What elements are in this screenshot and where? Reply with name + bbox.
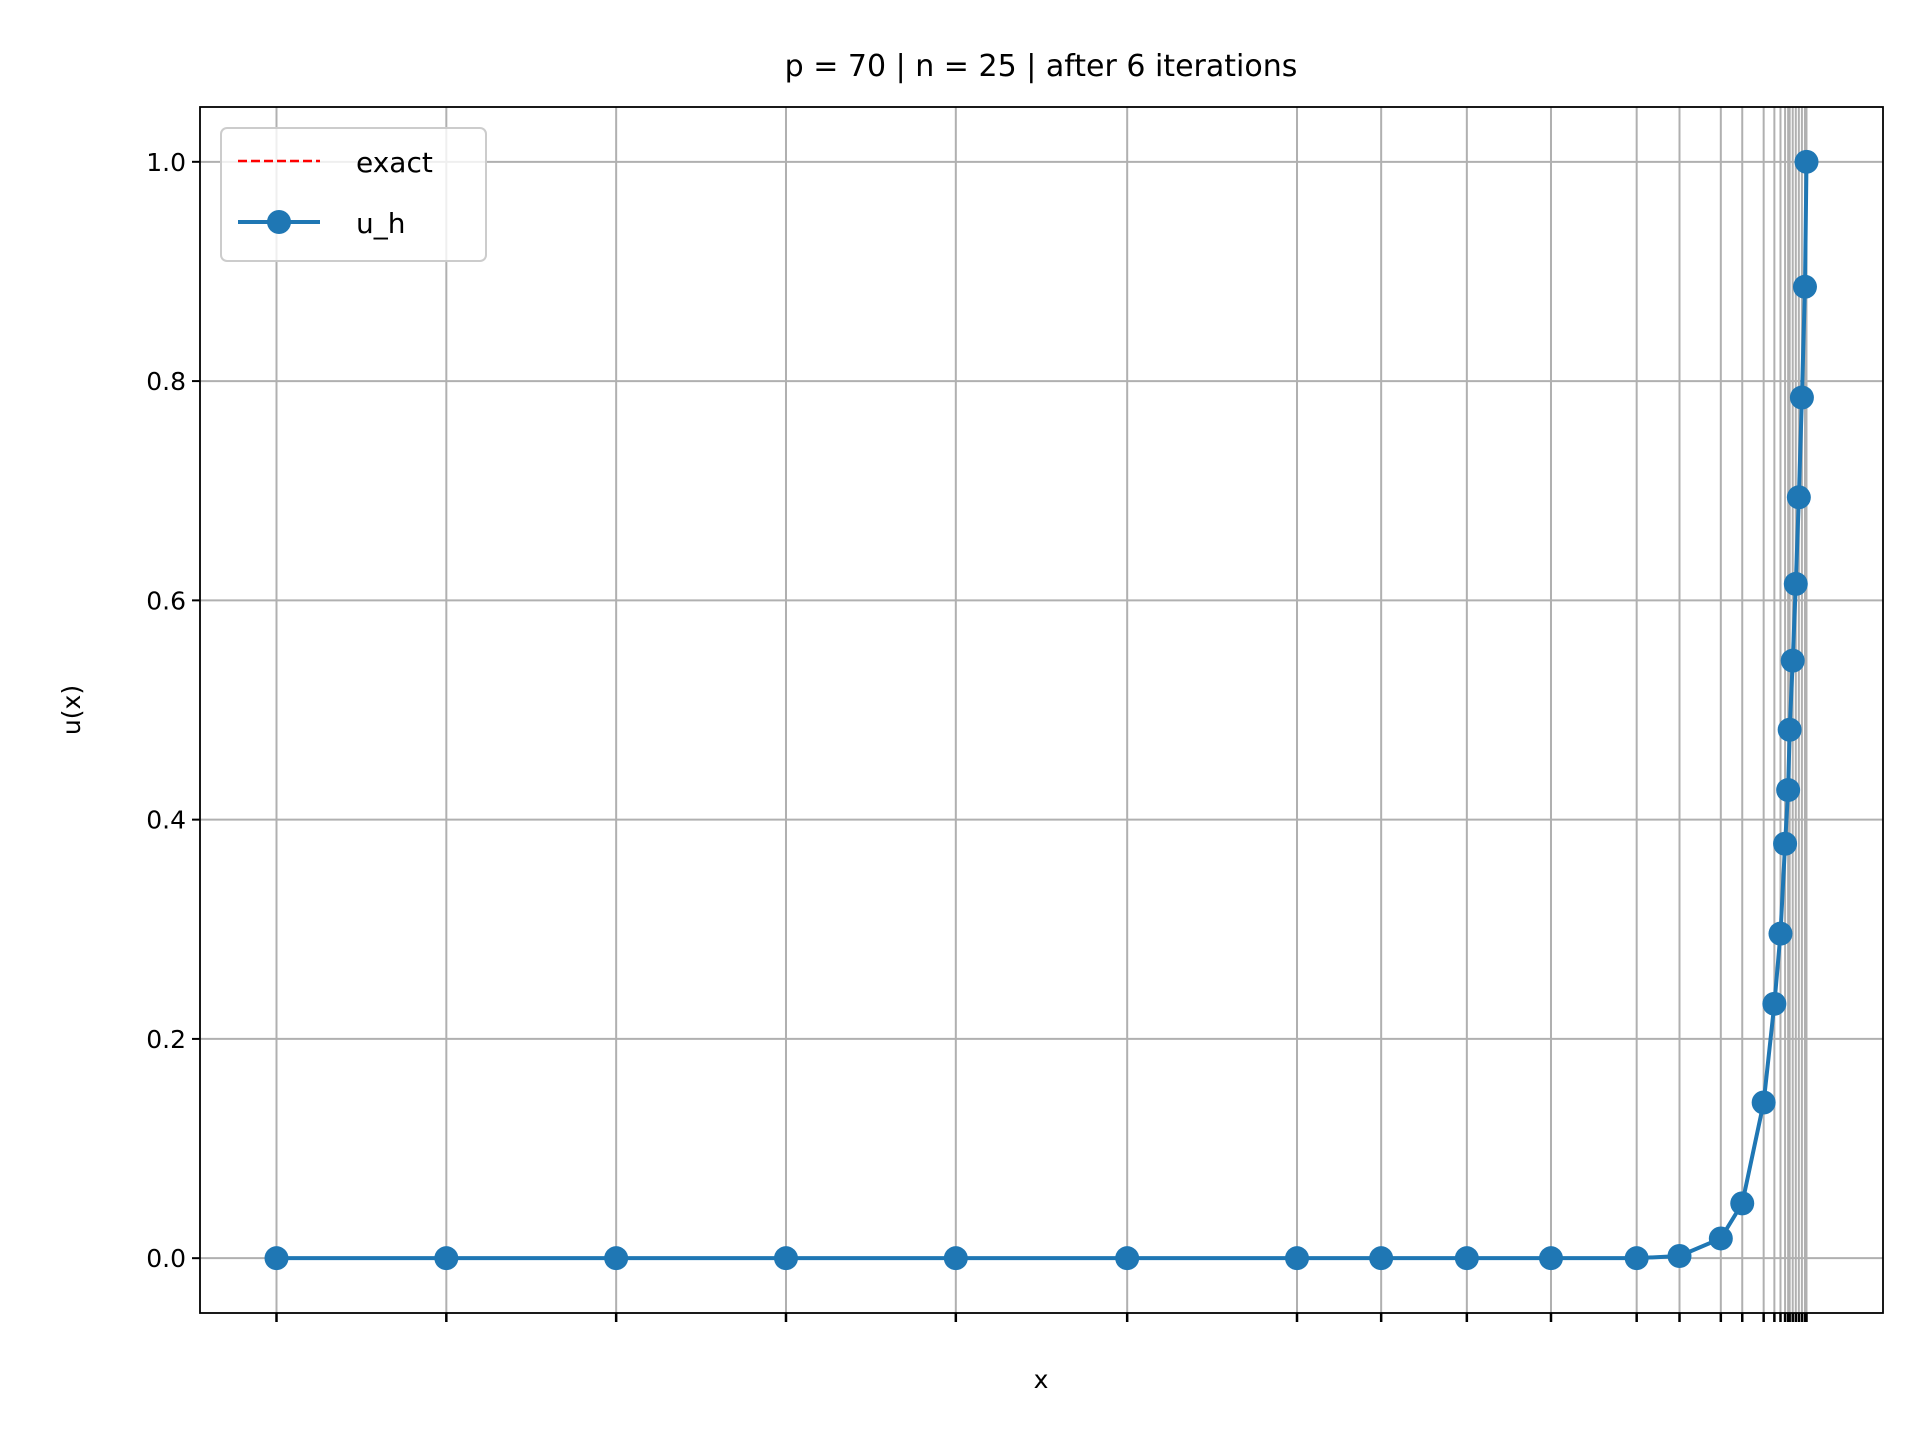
series-uh-line [276, 161, 1809, 1261]
chart-title: p = 70 | n = 25 | after 6 iterations [785, 49, 1298, 84]
series-uh-point [773, 1246, 798, 1271]
series-uh-point [1776, 778, 1801, 803]
y-axis-label: u(x) [57, 685, 86, 735]
series-uh-point [1285, 1246, 1310, 1271]
series-uh-point [1786, 485, 1811, 510]
legend-uh-label: u_h [356, 207, 406, 240]
legend-box [220, 127, 487, 262]
y-tick-label: 0.6 [146, 586, 186, 615]
series-uh-point [1762, 991, 1787, 1016]
series-uh-point [1751, 1090, 1776, 1115]
series-uh-point [1789, 385, 1814, 410]
y-tick-label: 0.8 [146, 367, 186, 396]
series-uh-point [1768, 921, 1793, 946]
ticks: 0.0 0.2 0.4 0.6 0.8 1.0 [146, 148, 1808, 1322]
series-uh-point [604, 1246, 629, 1271]
series-uh-point [943, 1246, 968, 1271]
x-axis-label: x [1034, 1365, 1049, 1394]
series-uh-point [1667, 1243, 1692, 1268]
series-uh-point [1708, 1226, 1733, 1251]
series-uh-point [1783, 571, 1808, 596]
series-uh-point [1794, 149, 1819, 174]
series-uh-point [1115, 1246, 1140, 1271]
legend: exact u_h [220, 127, 487, 262]
series-uh-point [1624, 1246, 1649, 1271]
series-uh-point [1773, 831, 1798, 856]
series-uh-point [1777, 717, 1802, 742]
series-layer [264, 149, 1819, 1271]
y-tick-label: 0.0 [146, 1244, 186, 1273]
y-tick-label: 0.2 [146, 1025, 186, 1054]
axes-frame [199, 106, 1884, 1314]
y-tick-label: 1.0 [146, 148, 186, 177]
series-uh-point [1780, 648, 1805, 673]
y-tick-label: 0.4 [146, 806, 186, 835]
grid [200, 107, 1883, 1313]
legend-exact-label: exact [356, 146, 433, 179]
series-uh-point [1538, 1246, 1563, 1271]
series-uh-point [264, 1246, 289, 1271]
series-uh-point [434, 1246, 459, 1271]
series-uh-point [1792, 274, 1817, 299]
series-uh-point [1454, 1246, 1479, 1271]
legend-uh-marker [267, 210, 291, 234]
series-uh-point [1730, 1191, 1755, 1216]
series-uh-point [1369, 1246, 1394, 1271]
